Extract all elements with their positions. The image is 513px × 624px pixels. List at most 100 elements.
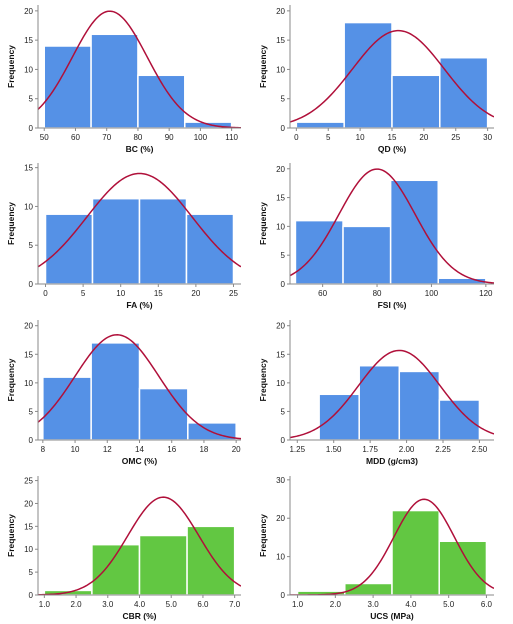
- x-tick-label: 80: [373, 289, 382, 298]
- bar-omc-2: [90, 342, 141, 441]
- y-tick-label: 0: [281, 124, 286, 133]
- y-tick-label: 10: [276, 379, 285, 388]
- y-axis-label-mdd: Frequency: [258, 358, 268, 401]
- x-tick-label: 3.0: [368, 600, 380, 609]
- x-tick-label: 2.0: [330, 600, 342, 609]
- normal-curve-fsi: [290, 168, 494, 284]
- x-tick-label: 25: [229, 289, 238, 298]
- y-tick-label: 0: [281, 436, 286, 445]
- x-tick-label: 7.0: [229, 600, 241, 609]
- histogram-bc: 0 5 10 15 20 50 60 70 80 90 100 110 BC (%) Frequency: [6, 5, 241, 154]
- x-axis-label-bc: BC (%): [126, 144, 154, 154]
- x-tick-label: 0: [43, 289, 48, 298]
- y-tick-label: 30: [276, 476, 285, 485]
- bar-ucs-3: [391, 509, 440, 596]
- y-tick-label: 20: [24, 499, 33, 508]
- x-tick-label: 15: [388, 133, 397, 142]
- bar-mdd-1: [318, 393, 360, 441]
- bar-mdd-2: [358, 364, 401, 441]
- y-tick-label: 20: [276, 7, 285, 16]
- x-tick-label: 2.00: [399, 445, 415, 454]
- y-tick-label: 5: [29, 407, 34, 416]
- y-tick-label: 15: [24, 164, 33, 173]
- y-tick-label: 0: [29, 591, 34, 600]
- bar-fa-4: [185, 213, 235, 285]
- bar-qd-4: [439, 56, 489, 129]
- x-tick-label: 1.50: [326, 445, 342, 454]
- y-tick-label: 20: [276, 165, 285, 174]
- x-tick-label: 100: [194, 133, 208, 142]
- x-tick-label: 18: [199, 445, 208, 454]
- x-tick-label: 4.0: [134, 600, 146, 609]
- y-tick-label: 15: [276, 194, 285, 203]
- x-tick-label: 60: [318, 289, 327, 298]
- y-tick-label: 0: [281, 591, 286, 600]
- bar-cbr-4: [186, 525, 236, 596]
- y-tick-label: 5: [29, 95, 34, 104]
- y-tick-label: 10: [276, 553, 285, 562]
- y-tick-label: 20: [276, 322, 285, 331]
- bar-bc-1: [43, 45, 92, 129]
- x-tick-label: 5.0: [166, 600, 178, 609]
- x-tick-label: 60: [71, 133, 80, 142]
- y-tick-label: 10: [276, 65, 285, 74]
- x-tick-label: 1.25: [289, 445, 305, 454]
- histogram-qd: 0 5 10 15 20 0 5 10 15 20 25 30 QD (%) Frequency: [258, 5, 494, 154]
- x-tick-label: 6.0: [481, 600, 493, 609]
- y-tick-label: 0: [29, 436, 34, 445]
- x-tick-label: 2.25: [435, 445, 451, 454]
- y-tick-label: 5: [29, 568, 34, 577]
- bar-fsi-1: [294, 219, 344, 285]
- bar-bc-3: [137, 74, 186, 129]
- histogram-fa: 0 5 10 15 0 5 10 15 20 25 FA (%) Frequency: [6, 163, 241, 310]
- y-axis-label-qd: Frequency: [258, 45, 268, 88]
- x-tick-label: 120: [479, 289, 493, 298]
- x-tick-label: 20: [191, 289, 200, 298]
- x-tick-label: 5: [81, 289, 86, 298]
- x-tick-label: 4.0: [405, 600, 417, 609]
- bar-qd-3: [391, 74, 441, 129]
- normal-curve-cbr: [38, 496, 241, 595]
- x-axis-label-omc: OMC (%): [122, 456, 158, 466]
- bar-qd-1: [295, 121, 345, 129]
- bar-bc-2: [90, 33, 139, 129]
- x-tick-label: 1.75: [362, 445, 378, 454]
- bar-qd-2: [343, 21, 393, 129]
- x-tick-label: 3.0: [102, 600, 114, 609]
- histogram-fsi: 0 5 10 15 20 60 80 100 120 FSI (%) Frequency: [258, 163, 494, 310]
- y-tick-label: 15: [24, 350, 33, 359]
- normal-curve-qd: [290, 29, 494, 123]
- bar-omc-3: [138, 387, 189, 441]
- x-tick-label: 0: [294, 133, 299, 142]
- y-tick-label: 20: [24, 7, 33, 16]
- x-tick-label: 1.0: [292, 600, 304, 609]
- normal-curve-bc: [38, 10, 241, 128]
- y-tick-label: 0: [281, 280, 286, 289]
- x-tick-label: 30: [483, 133, 492, 142]
- y-tick-label: 0: [29, 124, 34, 133]
- y-tick-label: 10: [24, 545, 33, 554]
- bar-fsi-2: [342, 225, 392, 285]
- y-tick-label: 15: [24, 522, 33, 531]
- x-axis-label-qd: QD (%): [378, 144, 407, 154]
- x-tick-label: 2.0: [71, 600, 83, 609]
- y-tick-label: 5: [29, 241, 34, 250]
- bar-cbr-2: [91, 543, 141, 596]
- x-tick-label: 25: [451, 133, 460, 142]
- bar-omc-1: [42, 376, 92, 441]
- bar-fa-3: [138, 197, 188, 285]
- x-tick-label: 80: [133, 133, 142, 142]
- normal-curve-fa: [38, 172, 241, 268]
- x-tick-label: 50: [40, 133, 49, 142]
- y-tick-label: 5: [281, 95, 286, 104]
- bar-mdd-3: [398, 370, 441, 441]
- histogram-cbr: 0 5 10 15 20 25 1.0 2.0 3.0 4.0 5.0 6.0 7.0 CBR (%) Fr…: [6, 476, 241, 621]
- bar-ucs-4: [438, 540, 488, 596]
- x-tick-label: 5.0: [443, 600, 455, 609]
- x-tick-label: 15: [154, 289, 163, 298]
- y-tick-label: 5: [281, 251, 286, 260]
- bar-mdd-4: [438, 399, 481, 441]
- normal-curve-mdd: [290, 349, 494, 439]
